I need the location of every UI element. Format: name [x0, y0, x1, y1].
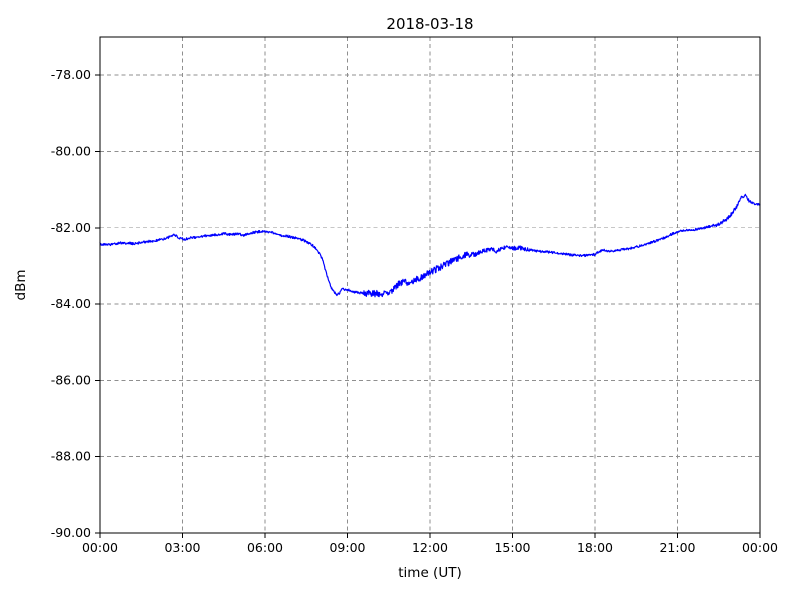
x-tick-label: 12:00	[412, 540, 448, 555]
y-tick-label: -78.00	[51, 67, 91, 82]
x-tick-label: 18:00	[577, 540, 613, 555]
x-tick-label: 09:00	[329, 540, 365, 555]
x-tick-label: 06:00	[247, 540, 283, 555]
series-layer	[99, 193, 761, 298]
y-tick-label: -80.00	[51, 143, 91, 158]
y-tick-label: -90.00	[51, 525, 91, 540]
x-tick-label: 00:00	[742, 540, 778, 555]
y-tick-label: -86.00	[51, 372, 91, 387]
x-tick-label: 15:00	[494, 540, 530, 555]
signal-data-line	[99, 193, 761, 298]
y-tick-label: -82.00	[51, 220, 91, 235]
x-tick-label: 21:00	[659, 540, 695, 555]
chart-title: 2018-03-18	[386, 15, 473, 33]
x-axis-label: time (UT)	[398, 565, 461, 581]
y-tick-label: -88.00	[51, 449, 91, 464]
x-tick-label: 03:00	[164, 540, 200, 555]
tick-label-layer: 00:00 03:00 06:00 09:00 12:00 15:00 18:00 21:00…	[51, 67, 778, 555]
tick-layer	[95, 74, 761, 538]
grid-layer	[99, 37, 761, 534]
x-tick-label: 00:00	[82, 540, 118, 555]
y-axis-label: dBm	[13, 270, 29, 301]
y-tick-label: -84.00	[51, 296, 91, 311]
